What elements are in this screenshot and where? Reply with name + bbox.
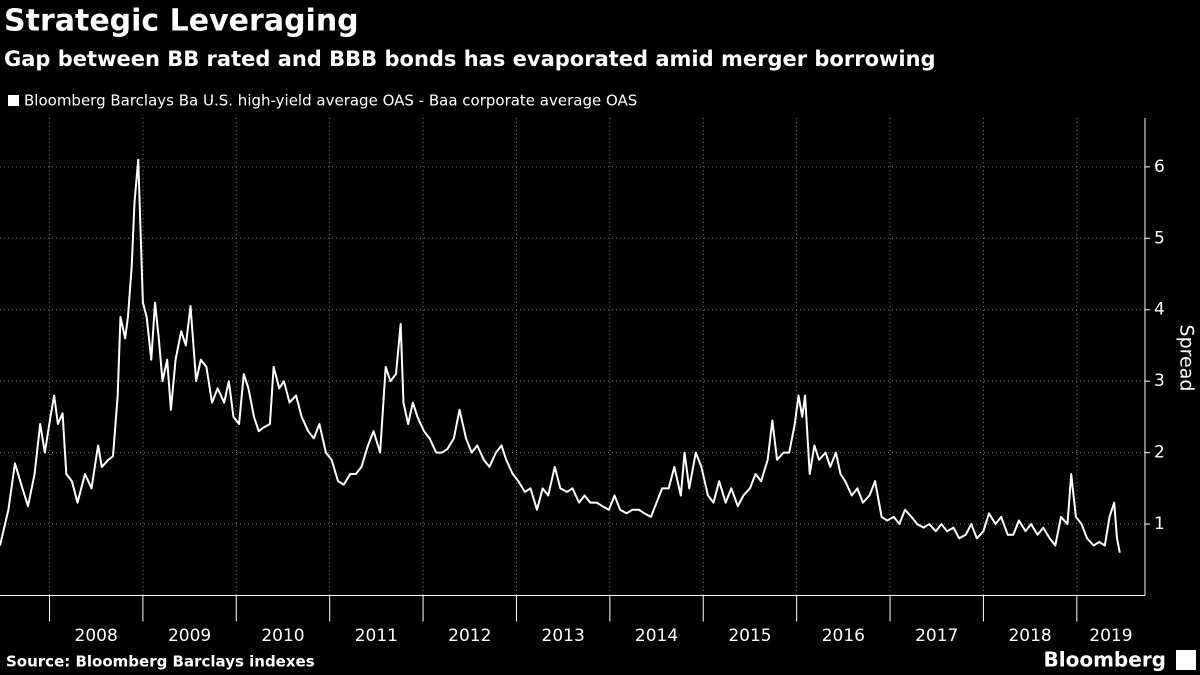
x-tick-label: 2015 — [728, 626, 771, 646]
x-tick-label: 2017 — [915, 626, 958, 646]
x-tick-label: 2009 — [168, 626, 211, 646]
x-tick-label: 2018 — [1008, 626, 1051, 646]
logo: Bloomberg — [1044, 648, 1166, 672]
x-tick-label: 2012 — [448, 626, 491, 646]
y-tick-label: 4 — [1154, 300, 1165, 320]
x-tick-label: 2008 — [75, 626, 118, 646]
x-tick-label: 2014 — [635, 626, 678, 646]
legend-swatch — [8, 95, 19, 106]
y-tick-label: 5 — [1154, 228, 1165, 248]
x-tick-label: 2016 — [822, 626, 865, 646]
logo-icon — [1176, 650, 1196, 670]
y-tick-label: 3 — [1154, 371, 1165, 391]
chart-title: Strategic Leveraging — [4, 4, 359, 39]
y-tick-label: 6 — [1154, 157, 1165, 177]
y-axis-label: Spread — [1176, 325, 1198, 392]
x-tick-label: 2010 — [261, 626, 304, 646]
y-tick-label: 1 — [1154, 514, 1165, 534]
x-tick-label: 2011 — [355, 626, 398, 646]
y-tick-label: 2 — [1154, 443, 1165, 463]
source: Source: Bloomberg Barclays indexes — [6, 653, 315, 671]
line — [0, 158, 1121, 553]
chart-subtitle: Gap between BB rated and BBB bonds has e… — [4, 47, 936, 71]
legend-label: Bloomberg Barclays Ba U.S. high-yield av… — [24, 92, 637, 110]
x-tick-label: 2013 — [542, 626, 585, 646]
x-tick-label: 2019 — [1089, 626, 1132, 646]
